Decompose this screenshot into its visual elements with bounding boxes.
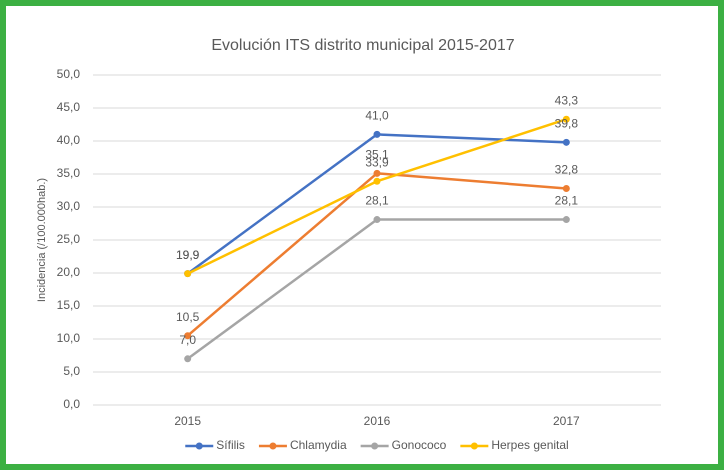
legend-label: Sífilis (216, 438, 245, 452)
data-label: 10,5 (176, 310, 200, 324)
data-label: 28,1 (555, 194, 579, 208)
x-tick-label: 2015 (174, 414, 201, 428)
y-tick-label: 25,0 (57, 232, 81, 246)
legend-marker (470, 442, 478, 450)
data-label: 43,3 (555, 93, 579, 107)
chart-title: Evolución ITS distrito municipal 2015-20… (211, 37, 514, 54)
point (373, 216, 381, 224)
data-label: 19,9 (176, 248, 200, 262)
legend-item: Sífilis (185, 438, 245, 452)
legend-item: Gonococo (360, 438, 447, 452)
data-label: 33,9 (365, 155, 389, 169)
legend-label: Chlamydia (290, 438, 347, 452)
data-label: 35,1 (365, 148, 389, 162)
y-tick-label: 5,0 (63, 364, 80, 378)
legend-label: Gonococo (392, 438, 447, 452)
legend-marker (269, 442, 277, 450)
y-tick-label: 50,0 (57, 67, 81, 81)
point (562, 185, 570, 193)
data-label: 41,0 (365, 109, 389, 123)
data-label: 39,8 (555, 116, 579, 130)
y-tick-label: 40,0 (57, 133, 81, 147)
legend-marker (195, 442, 203, 450)
point (373, 130, 381, 138)
legend-item: Herpes genital (460, 438, 569, 452)
data-label: 28,1 (365, 194, 389, 208)
point (562, 138, 570, 146)
x-tick-label: 2016 (364, 414, 391, 428)
y-axis-label: Incidencia (/100.000hab.) (36, 178, 48, 302)
point (184, 332, 192, 340)
point (373, 169, 381, 177)
legend-item: Chlamydia (258, 438, 347, 452)
legend-marker (371, 442, 379, 450)
x-tick-label: 2017 (553, 414, 580, 428)
y-tick-label: 20,0 (57, 265, 81, 279)
legend-label: Herpes genital (491, 438, 568, 452)
point (562, 115, 570, 123)
y-tick-label: 15,0 (57, 298, 81, 312)
point (184, 355, 192, 363)
y-tick-label: 45,0 (57, 100, 81, 114)
y-tick-label: 10,0 (57, 331, 81, 345)
y-tick-label: 35,0 (57, 166, 81, 180)
y-tick-label: 30,0 (57, 199, 81, 213)
data-label: 7,0 (179, 333, 196, 347)
data-label: 19,9 (176, 248, 200, 262)
y-tick-label: 0,0 (63, 397, 80, 411)
point (184, 270, 192, 278)
point (562, 216, 570, 224)
data-label: 32,8 (555, 163, 579, 177)
point (373, 177, 381, 185)
